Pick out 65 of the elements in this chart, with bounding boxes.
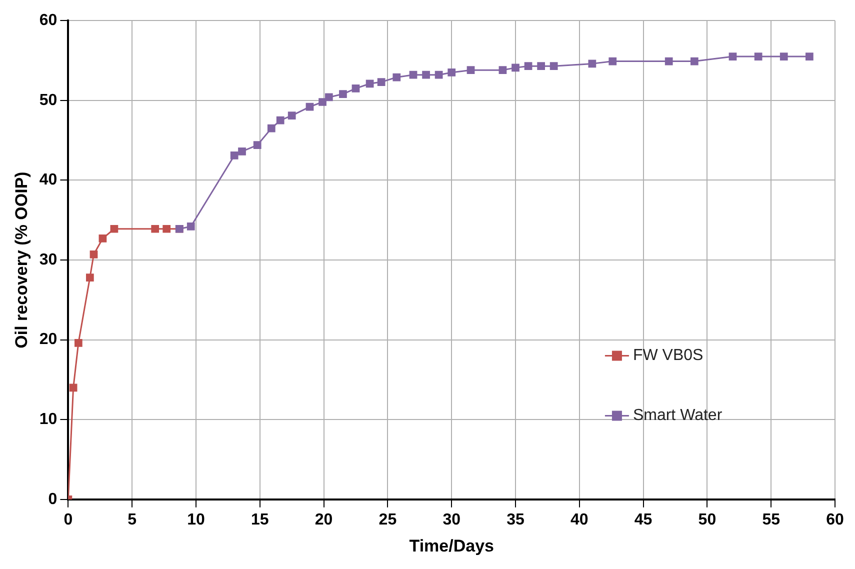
point bbox=[664, 57, 673, 66]
x-tick-label: 50 bbox=[698, 511, 716, 528]
point bbox=[276, 116, 284, 124]
point bbox=[69, 384, 78, 392]
point bbox=[780, 52, 788, 60]
x-tick-label: 0 bbox=[64, 511, 73, 528]
point bbox=[306, 102, 314, 111]
x-axis-title: Time/Days bbox=[409, 536, 494, 556]
point bbox=[392, 73, 401, 82]
y-tick-label: 50 bbox=[39, 92, 58, 109]
point bbox=[110, 224, 118, 233]
point bbox=[74, 339, 82, 347]
point bbox=[498, 66, 507, 74]
x-tick-label: 5 bbox=[128, 511, 137, 528]
x-tick-label: 40 bbox=[570, 511, 588, 528]
x-tick-label: 45 bbox=[634, 511, 652, 528]
x-tick-label: 35 bbox=[506, 511, 524, 528]
point bbox=[409, 70, 418, 79]
point bbox=[806, 52, 814, 60]
point bbox=[324, 93, 333, 102]
point bbox=[151, 224, 160, 233]
y-tick-label: 0 bbox=[48, 490, 58, 508]
point bbox=[366, 80, 374, 88]
point bbox=[754, 52, 762, 60]
point bbox=[267, 124, 276, 132]
x-tick-label: 55 bbox=[762, 511, 780, 528]
y-tick-label: 30 bbox=[39, 251, 58, 268]
legend-label: Smart Water bbox=[632, 407, 723, 424]
y-tick-label: 20 bbox=[39, 331, 58, 348]
point bbox=[98, 234, 107, 242]
point bbox=[422, 70, 430, 79]
point bbox=[288, 112, 296, 120]
legend-label: FW VB0S bbox=[632, 347, 704, 364]
point bbox=[90, 250, 98, 258]
y-tick-label: 10 bbox=[39, 411, 58, 428]
y-axis-title: Oil recovery (% OOIP) bbox=[12, 172, 31, 348]
point bbox=[253, 141, 262, 150]
point bbox=[352, 84, 360, 92]
point bbox=[434, 70, 443, 79]
x-tick-label: 10 bbox=[187, 511, 205, 528]
point bbox=[86, 274, 94, 282]
x-tick-label: 20 bbox=[314, 511, 333, 528]
point bbox=[537, 62, 545, 70]
y-tick-label: 40 bbox=[39, 172, 58, 189]
x-tick-label: 60 bbox=[826, 511, 844, 528]
point bbox=[690, 57, 698, 66]
point bbox=[608, 57, 617, 66]
x-tick-label: 25 bbox=[378, 511, 397, 528]
point bbox=[550, 62, 558, 70]
point bbox=[339, 90, 347, 98]
point bbox=[230, 152, 238, 160]
y-tick-label: 60 bbox=[39, 12, 58, 30]
point bbox=[728, 52, 737, 60]
point bbox=[466, 66, 475, 74]
point bbox=[588, 60, 596, 68]
point bbox=[448, 68, 456, 76]
point bbox=[512, 64, 520, 72]
x-tick-label: 15 bbox=[251, 511, 269, 528]
x-tick-label: 30 bbox=[442, 511, 461, 528]
point bbox=[186, 222, 195, 230]
point bbox=[318, 98, 326, 106]
point bbox=[238, 148, 246, 156]
point bbox=[377, 78, 386, 86]
point bbox=[524, 62, 532, 70]
point bbox=[162, 224, 171, 233]
